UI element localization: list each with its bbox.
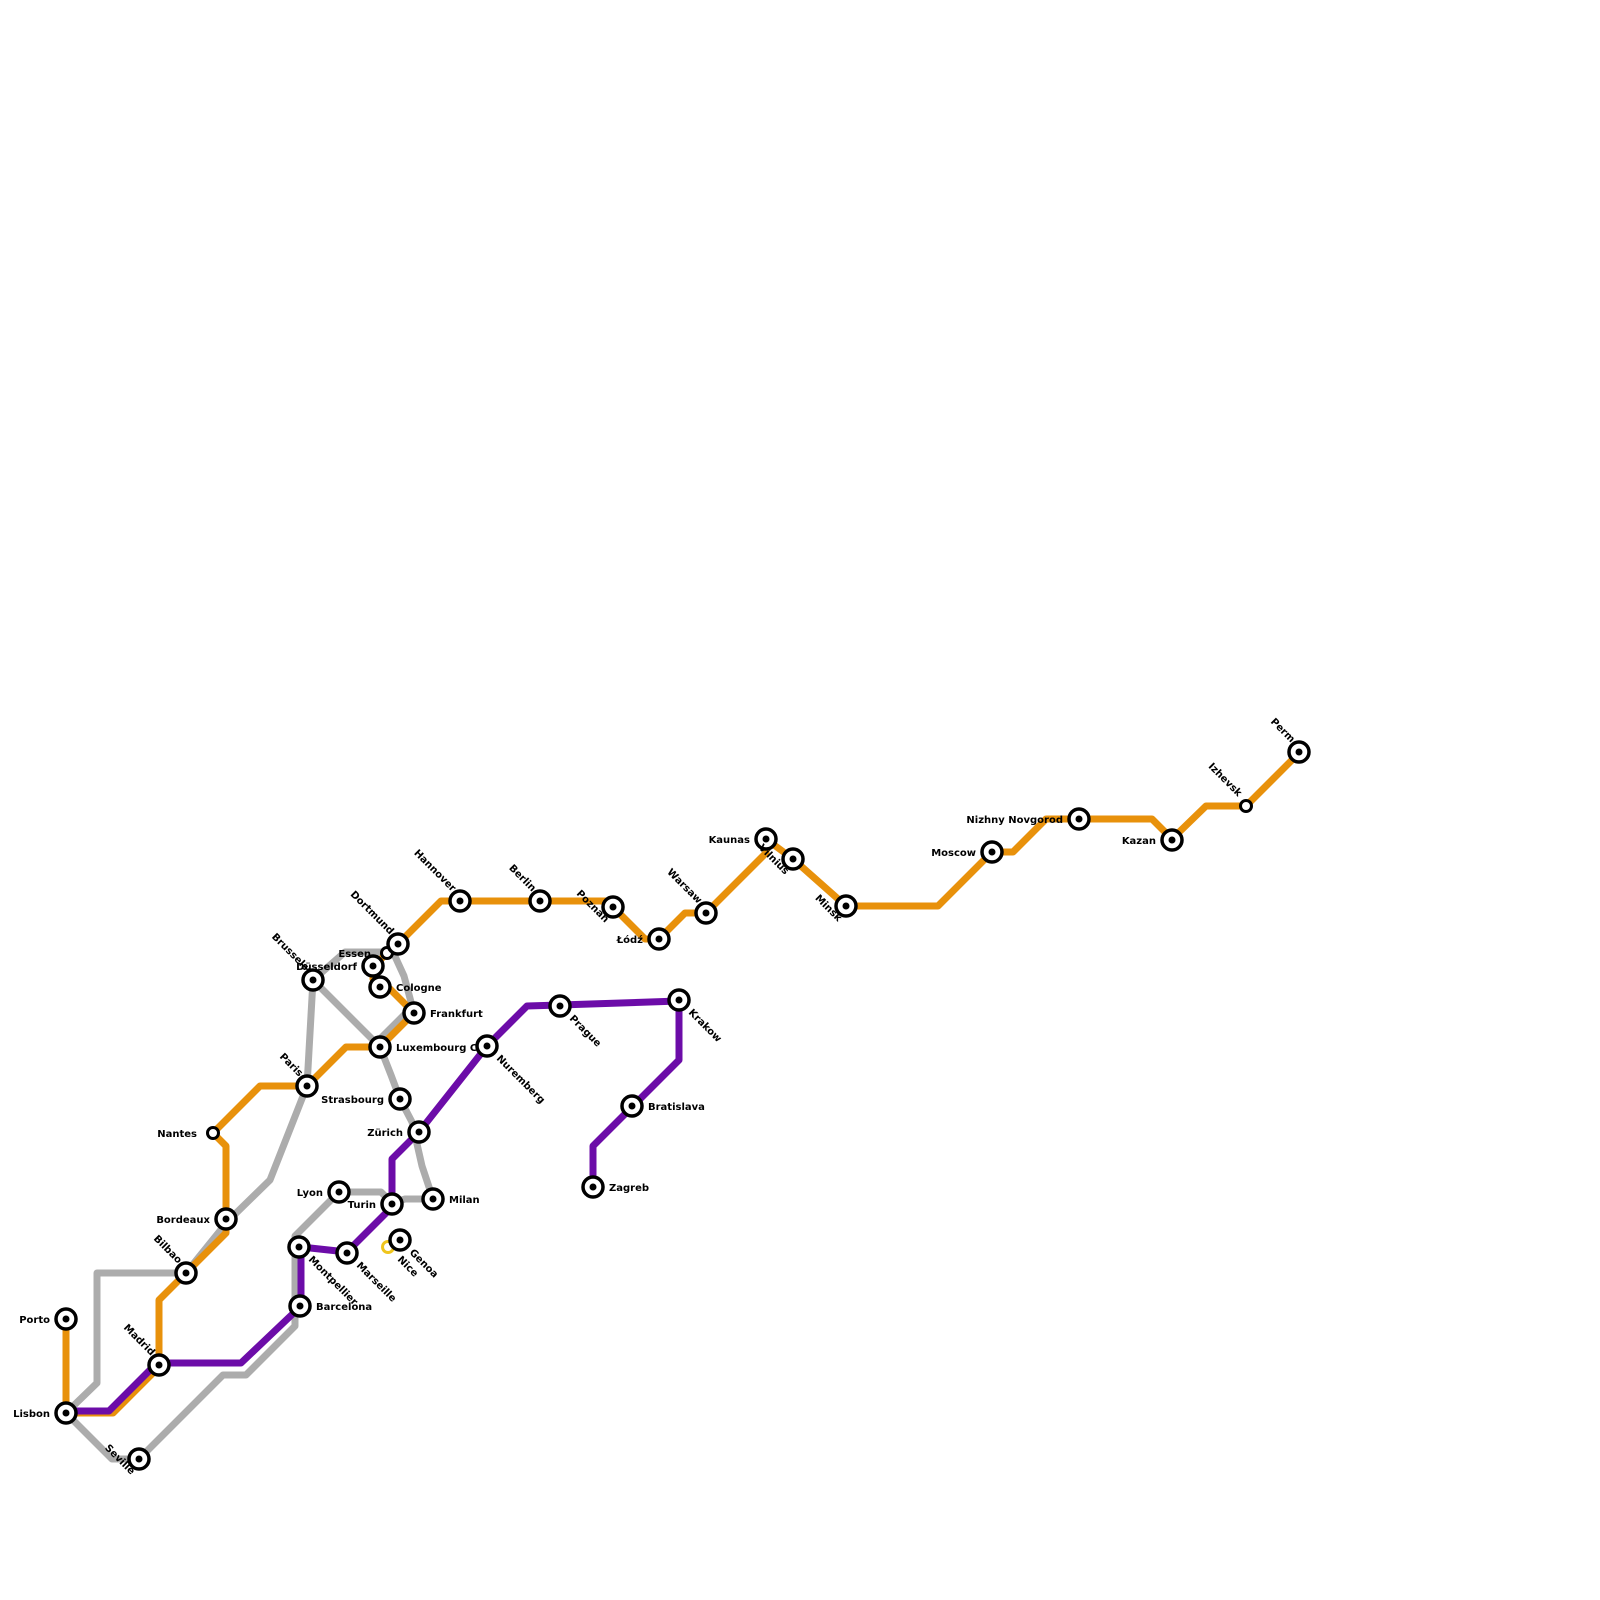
station-label-porto: Porto: [19, 1315, 50, 1326]
station-marker: [1239, 799, 1253, 813]
station-label-kaunas: Kaunas: [709, 835, 750, 846]
line-purple-segment-0: [62, 997, 683, 1415]
station-label-zagreb: Zagreb: [609, 1183, 649, 1194]
station-marker-inner: [182, 1269, 190, 1277]
station-marker-inner: [789, 855, 797, 863]
station-marker-inner: [369, 962, 377, 970]
station-kaunas[interactable]: Kaunas: [709, 827, 778, 851]
station-marker-inner: [376, 983, 384, 991]
station-porto[interactable]: Porto: [19, 1307, 78, 1331]
line-gray-ring-segment-5: [309, 976, 384, 1051]
station-barcelona[interactable]: Barcelona: [288, 1294, 372, 1318]
station-label-strasbourg: Strasbourg: [321, 1095, 384, 1106]
station-label-essen: Essen: [338, 949, 371, 960]
station-marker-inner: [589, 1183, 597, 1191]
station-nantes[interactable]: Nantes: [157, 1126, 220, 1141]
station-label-d-sseldorf: Düsseldorf: [296, 962, 357, 973]
station-marker-inner: [62, 1409, 70, 1417]
station-marker-inner: [429, 1195, 437, 1203]
station-d[interactable]: Łódź: [616, 927, 671, 951]
station-frankfurt[interactable]: Frankfurt: [402, 1001, 483, 1025]
station-zagreb[interactable]: Zagreb: [581, 1175, 649, 1199]
station-marker-inner: [135, 1455, 143, 1463]
station-marker-inner: [1295, 748, 1303, 756]
station-label-lyon: Lyon: [297, 1188, 323, 1199]
station-marker-inner: [1075, 815, 1083, 823]
station-label-lisbon: Lisbon: [13, 1409, 50, 1420]
station-marker-inner: [396, 1095, 404, 1103]
station-marker-inner: [556, 1002, 564, 1010]
station-marker-inner: [295, 1243, 303, 1251]
station-label-bratislava: Bratislava: [648, 1102, 705, 1113]
station-essen[interactable]: Essen: [338, 946, 394, 961]
station-marker-inner: [415, 1128, 423, 1136]
station-z-rich[interactable]: Zürich: [367, 1120, 431, 1144]
station-marker-inner: [343, 1249, 351, 1257]
station-label-moscow: Moscow: [931, 848, 976, 859]
station-marker-inner: [155, 1361, 163, 1369]
station-marker-inner: [296, 1302, 304, 1310]
station-strasbourg[interactable]: Strasbourg: [321, 1087, 412, 1111]
station-label-bordeaux: Bordeaux: [156, 1215, 210, 1226]
station-nizhny-novgorod[interactable]: Nizhny Novgorod: [966, 807, 1091, 831]
station-marker-inner: [396, 1236, 404, 1244]
station-cologne[interactable]: Cologne: [368, 975, 442, 999]
station-label-luxembourg-city: Luxembourg City: [396, 1043, 492, 1054]
station-marker-inner: [335, 1188, 343, 1196]
station-kazan[interactable]: Kazan: [1122, 828, 1184, 852]
station-marker-inner: [609, 903, 617, 911]
station-marker-inner: [655, 935, 663, 943]
station-marker-inner: [675, 996, 683, 1004]
station-marker-inner: [536, 897, 544, 905]
station-marker-inner: [394, 940, 402, 948]
station-marker-inner: [1168, 836, 1176, 844]
station-marker-inner: [483, 1042, 491, 1050]
station-d-sseldorf[interactable]: Düsseldorf: [296, 954, 385, 978]
station-marker-inner: [628, 1102, 636, 1110]
station-marker-inner: [410, 1009, 418, 1017]
station-marker-inner: [702, 909, 710, 917]
station-turin[interactable]: Turin: [348, 1192, 404, 1216]
station-label-d: Łódź: [616, 934, 643, 946]
station-marker: [206, 1126, 220, 1140]
line-gray-ring-segment-3: [396, 1095, 437, 1203]
station-moscow[interactable]: Moscow: [931, 840, 1004, 864]
station-milan[interactable]: Milan: [421, 1187, 480, 1211]
station-label-z-rich: Zürich: [367, 1128, 403, 1139]
station-marker-inner: [988, 848, 996, 856]
station-marker-inner: [222, 1215, 230, 1223]
station-label-cologne: Cologne: [396, 983, 442, 994]
station-label-frankfurt: Frankfurt: [430, 1009, 483, 1020]
station-label-nizhny-novgorod: Nizhny Novgorod: [966, 815, 1063, 826]
station-marker-inner: [62, 1315, 70, 1323]
station-luxembourg-city[interactable]: Luxembourg City: [368, 1035, 492, 1059]
station-marker-inner: [456, 897, 464, 905]
station-bordeaux[interactable]: Bordeaux: [156, 1207, 238, 1231]
station-bratislava[interactable]: Bratislava: [620, 1094, 705, 1118]
station-label-nantes: Nantes: [157, 1129, 197, 1140]
station-label-milan: Milan: [449, 1195, 480, 1206]
line-gray-ring-segment-1: [62, 1302, 299, 1463]
station-marker-inner: [376, 1043, 384, 1051]
station-marker-inner: [842, 902, 850, 910]
station-label-kazan: Kazan: [1122, 836, 1156, 847]
station-label-barcelona: Barcelona: [316, 1302, 372, 1313]
station-lyon[interactable]: Lyon: [297, 1180, 351, 1204]
station-marker-inner: [303, 1082, 311, 1090]
station-marker-inner: [388, 1200, 396, 1208]
station-marker-inner: [309, 976, 317, 984]
station-lisbon[interactable]: Lisbon: [13, 1401, 78, 1425]
station-label-turin: Turin: [348, 1200, 376, 1211]
station-marker-inner: [762, 835, 770, 843]
